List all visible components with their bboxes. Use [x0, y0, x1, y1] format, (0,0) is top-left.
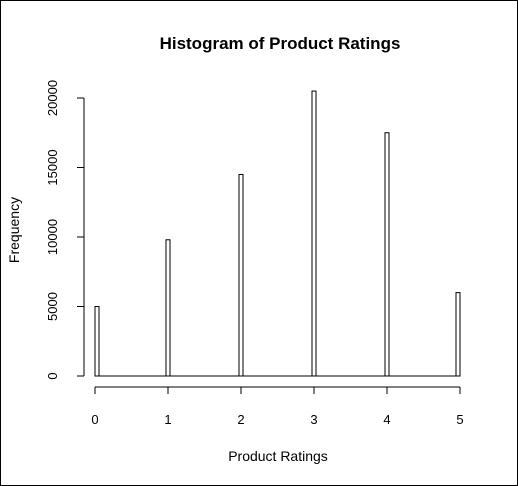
y-tick-label-20000: 20000 [45, 80, 60, 116]
histogram-bar-5 [455, 292, 461, 377]
x-tick-label-2: 2 [237, 412, 244, 427]
x-tick-label-1: 1 [164, 412, 171, 427]
x-axis: 0 1 2 3 4 5 [91, 386, 464, 427]
histogram-bar-4 [384, 132, 390, 377]
bars-group [94, 90, 461, 377]
chart-title: Histogram of Product Ratings [160, 34, 401, 53]
histogram-bar-3 [311, 90, 317, 377]
histogram-bar-2 [238, 173, 244, 377]
y-tick-label-0: 0 [45, 372, 60, 379]
x-tick-label-0: 0 [91, 412, 98, 427]
histogram-bar-1 [165, 239, 171, 377]
x-tick-label-5: 5 [456, 412, 463, 427]
x-tick-label-3: 3 [310, 412, 317, 427]
y-tick-label-10000: 10000 [45, 219, 60, 255]
x-axis-label: Product Ratings [228, 448, 328, 464]
y-tick-label-15000: 15000 [45, 149, 60, 185]
histogram-bar-0 [94, 306, 100, 377]
y-tick-label-5000: 5000 [45, 292, 60, 321]
x-tick-label-4: 4 [383, 412, 390, 427]
y-axis: 0 5000 10000 15000 20000 [45, 80, 85, 380]
y-axis-label: Frequency [6, 197, 22, 263]
